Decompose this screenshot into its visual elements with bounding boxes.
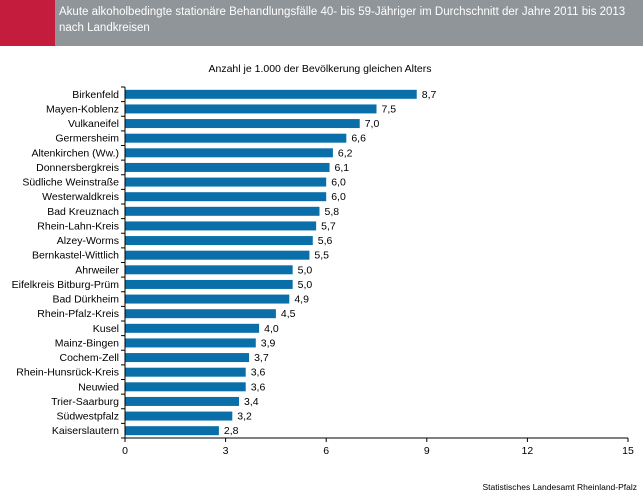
value-label: 4,9: [294, 294, 309, 306]
value-label: 5,0: [298, 264, 313, 276]
category-label: Ahrweiler: [75, 264, 119, 276]
category-label: Mainz-Bingen: [55, 337, 119, 349]
value-label: 7,0: [365, 118, 380, 130]
bar: [125, 119, 360, 129]
category-label: Alzey-Worms: [57, 235, 119, 247]
category-label: Rhein-Lahn-Kreis: [37, 220, 119, 232]
header-bar: Akute alkoholbedingte stationäre Behandl…: [0, 0, 643, 46]
source-note: Statistisches Landesamt Rheinland-Pfalz: [482, 482, 638, 492]
value-label: 3,6: [251, 381, 266, 393]
value-label: 3,9: [261, 337, 276, 349]
bar: [125, 426, 219, 436]
bar: [125, 221, 317, 231]
value-label: 4,5: [281, 308, 296, 320]
value-label: 3,4: [244, 396, 259, 408]
value-label: 4,0: [264, 323, 279, 335]
bar: [125, 162, 330, 172]
x-tick-label: 3: [223, 445, 229, 457]
category-label: Südliche Weinstraße: [22, 177, 119, 189]
category-label: Kaiserslautern: [52, 425, 119, 437]
bar: [125, 89, 417, 99]
value-label: 3,7: [254, 352, 269, 364]
bar: [125, 353, 250, 363]
value-label: 5,5: [314, 250, 329, 262]
bar: [125, 279, 293, 289]
bar: [125, 323, 260, 333]
x-tick-label: 0: [122, 445, 128, 457]
category-label: Bad Kreuznach: [47, 206, 119, 218]
value-label: 6,1: [335, 162, 350, 174]
category-label: Mayen-Koblenz: [46, 103, 119, 115]
x-tick-label: 9: [424, 445, 430, 457]
category-label: Bad Dürkheim: [52, 294, 119, 306]
bar: [125, 382, 246, 392]
x-tick-label: 6: [323, 445, 329, 457]
value-label: 6,0: [331, 177, 346, 189]
bar: [125, 411, 233, 421]
bar: [125, 265, 293, 275]
category-label: Cochem-Zell: [59, 352, 119, 364]
value-label: 6,2: [338, 147, 353, 159]
bar: [125, 236, 313, 246]
axis-title: Anzahl je 1.000 der Bevölkerung gleichen…: [209, 63, 432, 75]
bar: [125, 148, 333, 158]
chart-title: Akute alkoholbedingte stationäre Behandl…: [59, 6, 626, 34]
bar: [125, 206, 320, 216]
bar: [125, 309, 276, 319]
value-label: 5,7: [321, 220, 336, 232]
bar: [125, 250, 310, 260]
value-label: 6,6: [351, 133, 366, 145]
value-label: 8,7: [422, 89, 437, 101]
bar: [125, 338, 256, 348]
x-tick-label: 15: [622, 445, 634, 457]
value-label: 5,0: [298, 279, 313, 291]
value-label: 7,5: [382, 103, 397, 115]
value-label: 2,8: [224, 425, 239, 437]
x-tick-label: 12: [522, 445, 534, 457]
category-label: Germersheim: [55, 133, 119, 145]
bar: [125, 367, 246, 377]
category-label: Birkenfeld: [72, 89, 119, 101]
category-label: Neuwied: [78, 381, 119, 393]
value-label: 3,6: [251, 367, 266, 379]
category-label: Bernkastel-Wittlich: [32, 250, 119, 262]
bar: [125, 177, 327, 187]
category-label: Vulkaneifel: [68, 118, 119, 130]
category-label: Rhein-Hunsrück-Kreis: [16, 367, 119, 379]
value-label: 5,8: [324, 206, 339, 218]
category-label: Donnersbergkreis: [36, 162, 119, 174]
value-label: 6,0: [331, 191, 346, 203]
category-label: Kusel: [93, 323, 119, 335]
category-label: Südwestpfalz: [57, 411, 119, 423]
category-label: Westerwaldkreis: [42, 191, 119, 203]
category-label: Trier-Saarburg: [51, 396, 119, 408]
value-label: 5,6: [318, 235, 333, 247]
header-accent: [0, 0, 55, 46]
category-label: Eifelkreis Bitburg-Prüm: [12, 279, 120, 291]
category-label: Rhein-Pfalz-Kreis: [37, 308, 119, 320]
value-label: 3,2: [237, 411, 252, 423]
bar: [125, 294, 290, 304]
bar: [125, 104, 377, 114]
category-label: Altenkirchen (Ww.): [31, 147, 119, 159]
bar: [125, 192, 327, 202]
bar: [125, 396, 240, 406]
bar: [125, 133, 347, 143]
